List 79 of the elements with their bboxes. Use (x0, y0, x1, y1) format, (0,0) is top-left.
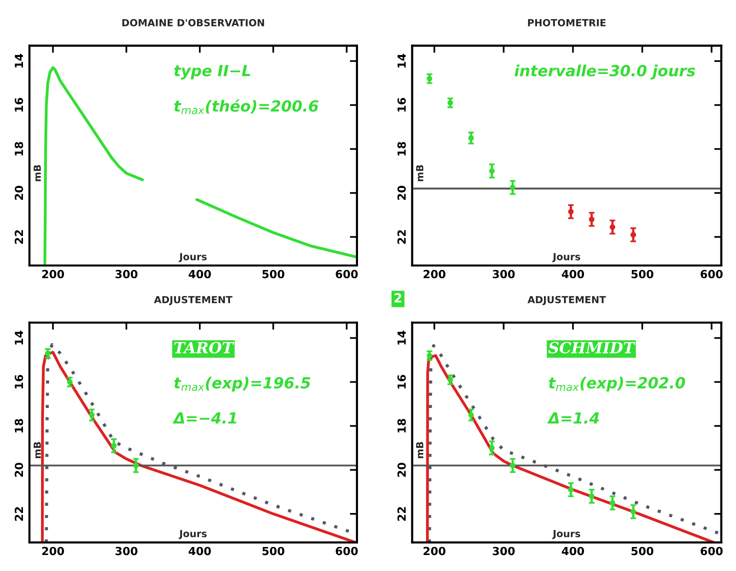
point (89, 412, 95, 418)
y-axis-title: mB (416, 442, 424, 458)
y-axis-title: mB (34, 442, 41, 458)
x-tick-label: 300 (116, 270, 138, 278)
x-tick-label: 200 (424, 270, 446, 278)
chart-title: ADJUSTEMENT (154, 296, 232, 306)
y-tick-label: 16 (14, 374, 24, 388)
x-axis-title: Jours (552, 253, 580, 262)
y-tick-label: 22 (397, 230, 406, 244)
y-axis-title: mB (416, 165, 424, 182)
point (568, 486, 574, 492)
y-tick-label: 14 (398, 330, 406, 344)
y-tick-label: 18 (397, 418, 406, 432)
x-tick-label: 500 (632, 546, 654, 556)
annotation: intervalle=30.0 jours (514, 64, 696, 80)
point (630, 508, 636, 514)
x-tick-label: 400 (188, 270, 211, 278)
annotation: t$_{max}$(exp)=196.5 (174, 376, 310, 392)
y-tick-label: 18 (397, 142, 406, 156)
x-tick-label: 500 (262, 546, 284, 556)
x-tick-label: 500 (632, 270, 654, 278)
x-axis-title: Jours (178, 530, 207, 540)
y-tick-label: 22 (397, 507, 406, 521)
y-tick-label: 22 (14, 230, 23, 244)
point (568, 208, 574, 214)
point (610, 224, 616, 230)
x-tick-label: 400 (562, 546, 584, 556)
annotation: Δ=1.4 (547, 412, 599, 424)
y-tick-label: 22 (14, 507, 23, 521)
x-tick-label: 200 (424, 546, 446, 556)
x-tick-label: 600 (336, 546, 358, 556)
annotation: Δ=−4.1 (172, 412, 236, 424)
annotation: type II−L (174, 65, 250, 80)
x-tick-label: 300 (492, 270, 515, 278)
x-tick-label: 400 (188, 546, 211, 556)
y-tick-label: 14 (398, 54, 406, 68)
point (133, 462, 139, 468)
x-tick-label: 600 (700, 546, 723, 556)
y-tick-label: 20 (14, 462, 24, 477)
x-axis-title: Jours (178, 253, 207, 262)
x-tick-label: 400 (562, 270, 584, 278)
point (468, 135, 474, 141)
chart-title: PHOTOMETRIE (528, 19, 606, 26)
y-tick-label: 18 (14, 142, 24, 156)
y-tick-label: 20 (397, 186, 406, 200)
y-tick-label: 16 (14, 98, 24, 112)
y-tick-label: 16 (397, 98, 406, 112)
y-tick-label: 18 (14, 418, 24, 432)
annotation: t$_{max}$(théo)=200.6 (174, 99, 318, 114)
x-tick-label: 300 (492, 546, 515, 556)
point (111, 442, 117, 448)
x-axis-title: Jours (552, 530, 580, 540)
chart-title: DOMAINE D'OBSERVATION (122, 19, 264, 26)
x-tick-label: 500 (262, 270, 284, 278)
y-tick-label: 20 (14, 186, 24, 200)
chart-subtitle: 2 (394, 293, 402, 302)
point (610, 500, 616, 506)
y-tick-label: 14 (14, 54, 23, 68)
point (510, 462, 516, 468)
x-tick-label: 200 (42, 270, 64, 278)
x-tick-label: 600 (700, 270, 723, 278)
x-tick-label: 300 (116, 546, 138, 556)
annotation: SCHMIDT (548, 342, 636, 354)
y-axis-title: mB (34, 165, 41, 182)
chart-title: ADJUSTEMENT (528, 296, 606, 306)
point (489, 445, 495, 451)
x-tick-label: 200 (42, 546, 64, 556)
point (510, 184, 516, 190)
annotation: t$_{max}$(exp)=202.0 (548, 376, 686, 392)
point (489, 168, 495, 174)
x-tick-label: 600 (336, 270, 358, 278)
y-tick-label: 16 (397, 374, 406, 388)
point (630, 232, 636, 238)
point (588, 494, 594, 500)
y-tick-label: 20 (397, 462, 406, 477)
annotation: TAROT (174, 342, 234, 354)
point (588, 216, 594, 222)
point (468, 412, 474, 418)
y-tick-label: 14 (14, 330, 23, 344)
